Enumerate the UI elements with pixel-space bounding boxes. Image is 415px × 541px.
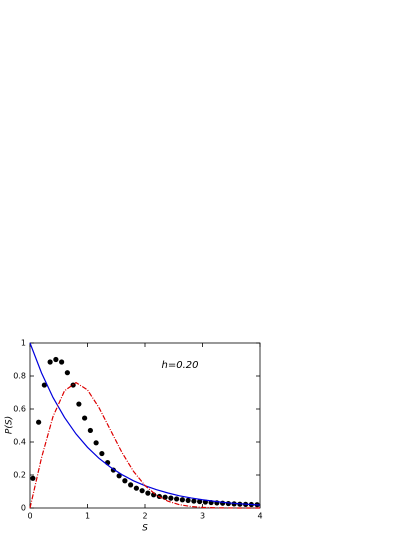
data-point (99, 450, 105, 457)
data-point (47, 359, 53, 365)
y-tick-label: 1 (21, 339, 26, 348)
y-tick-label: 0.6 (13, 405, 26, 414)
data-point (59, 359, 65, 365)
data-point (162, 494, 168, 500)
data-point (76, 401, 82, 407)
data-point (53, 356, 59, 363)
data-point (133, 485, 139, 491)
data-point (197, 498, 203, 505)
x-tick-label: 0 (27, 512, 32, 521)
data-point (191, 498, 197, 504)
x-tick-label: 4 (257, 512, 262, 521)
plot-frame (29, 342, 261, 509)
x-tick-label: 2 (142, 512, 147, 521)
x-tick-label: 1 (85, 512, 90, 521)
y-tick-label: 0.8 (13, 372, 26, 381)
curve (29, 381, 261, 509)
data-point (64, 370, 70, 376)
data-point (174, 496, 180, 502)
data-point (168, 495, 174, 501)
data-point (30, 475, 36, 481)
data-point (185, 497, 191, 504)
data-point (87, 427, 93, 434)
y-axis-label: P(S) (5, 416, 15, 434)
data-point (36, 419, 42, 425)
data-point (220, 500, 226, 506)
data-point (145, 490, 151, 496)
data-point (93, 440, 99, 446)
y-tick-label: 0.2 (13, 471, 26, 480)
data-point (116, 473, 122, 479)
data-point (179, 497, 185, 503)
annotation: h=0.20 (162, 360, 199, 371)
data-point (82, 415, 88, 421)
curve (29, 342, 261, 506)
y-tick-label: 0 (21, 504, 26, 513)
data-point (139, 488, 145, 494)
x-axis-label: S (142, 524, 148, 534)
data-point (128, 482, 134, 488)
data-point (41, 382, 47, 388)
x-tick-label: 3 (200, 512, 205, 521)
data-point (122, 478, 128, 484)
y-tick-label: 0.4 (13, 438, 26, 447)
